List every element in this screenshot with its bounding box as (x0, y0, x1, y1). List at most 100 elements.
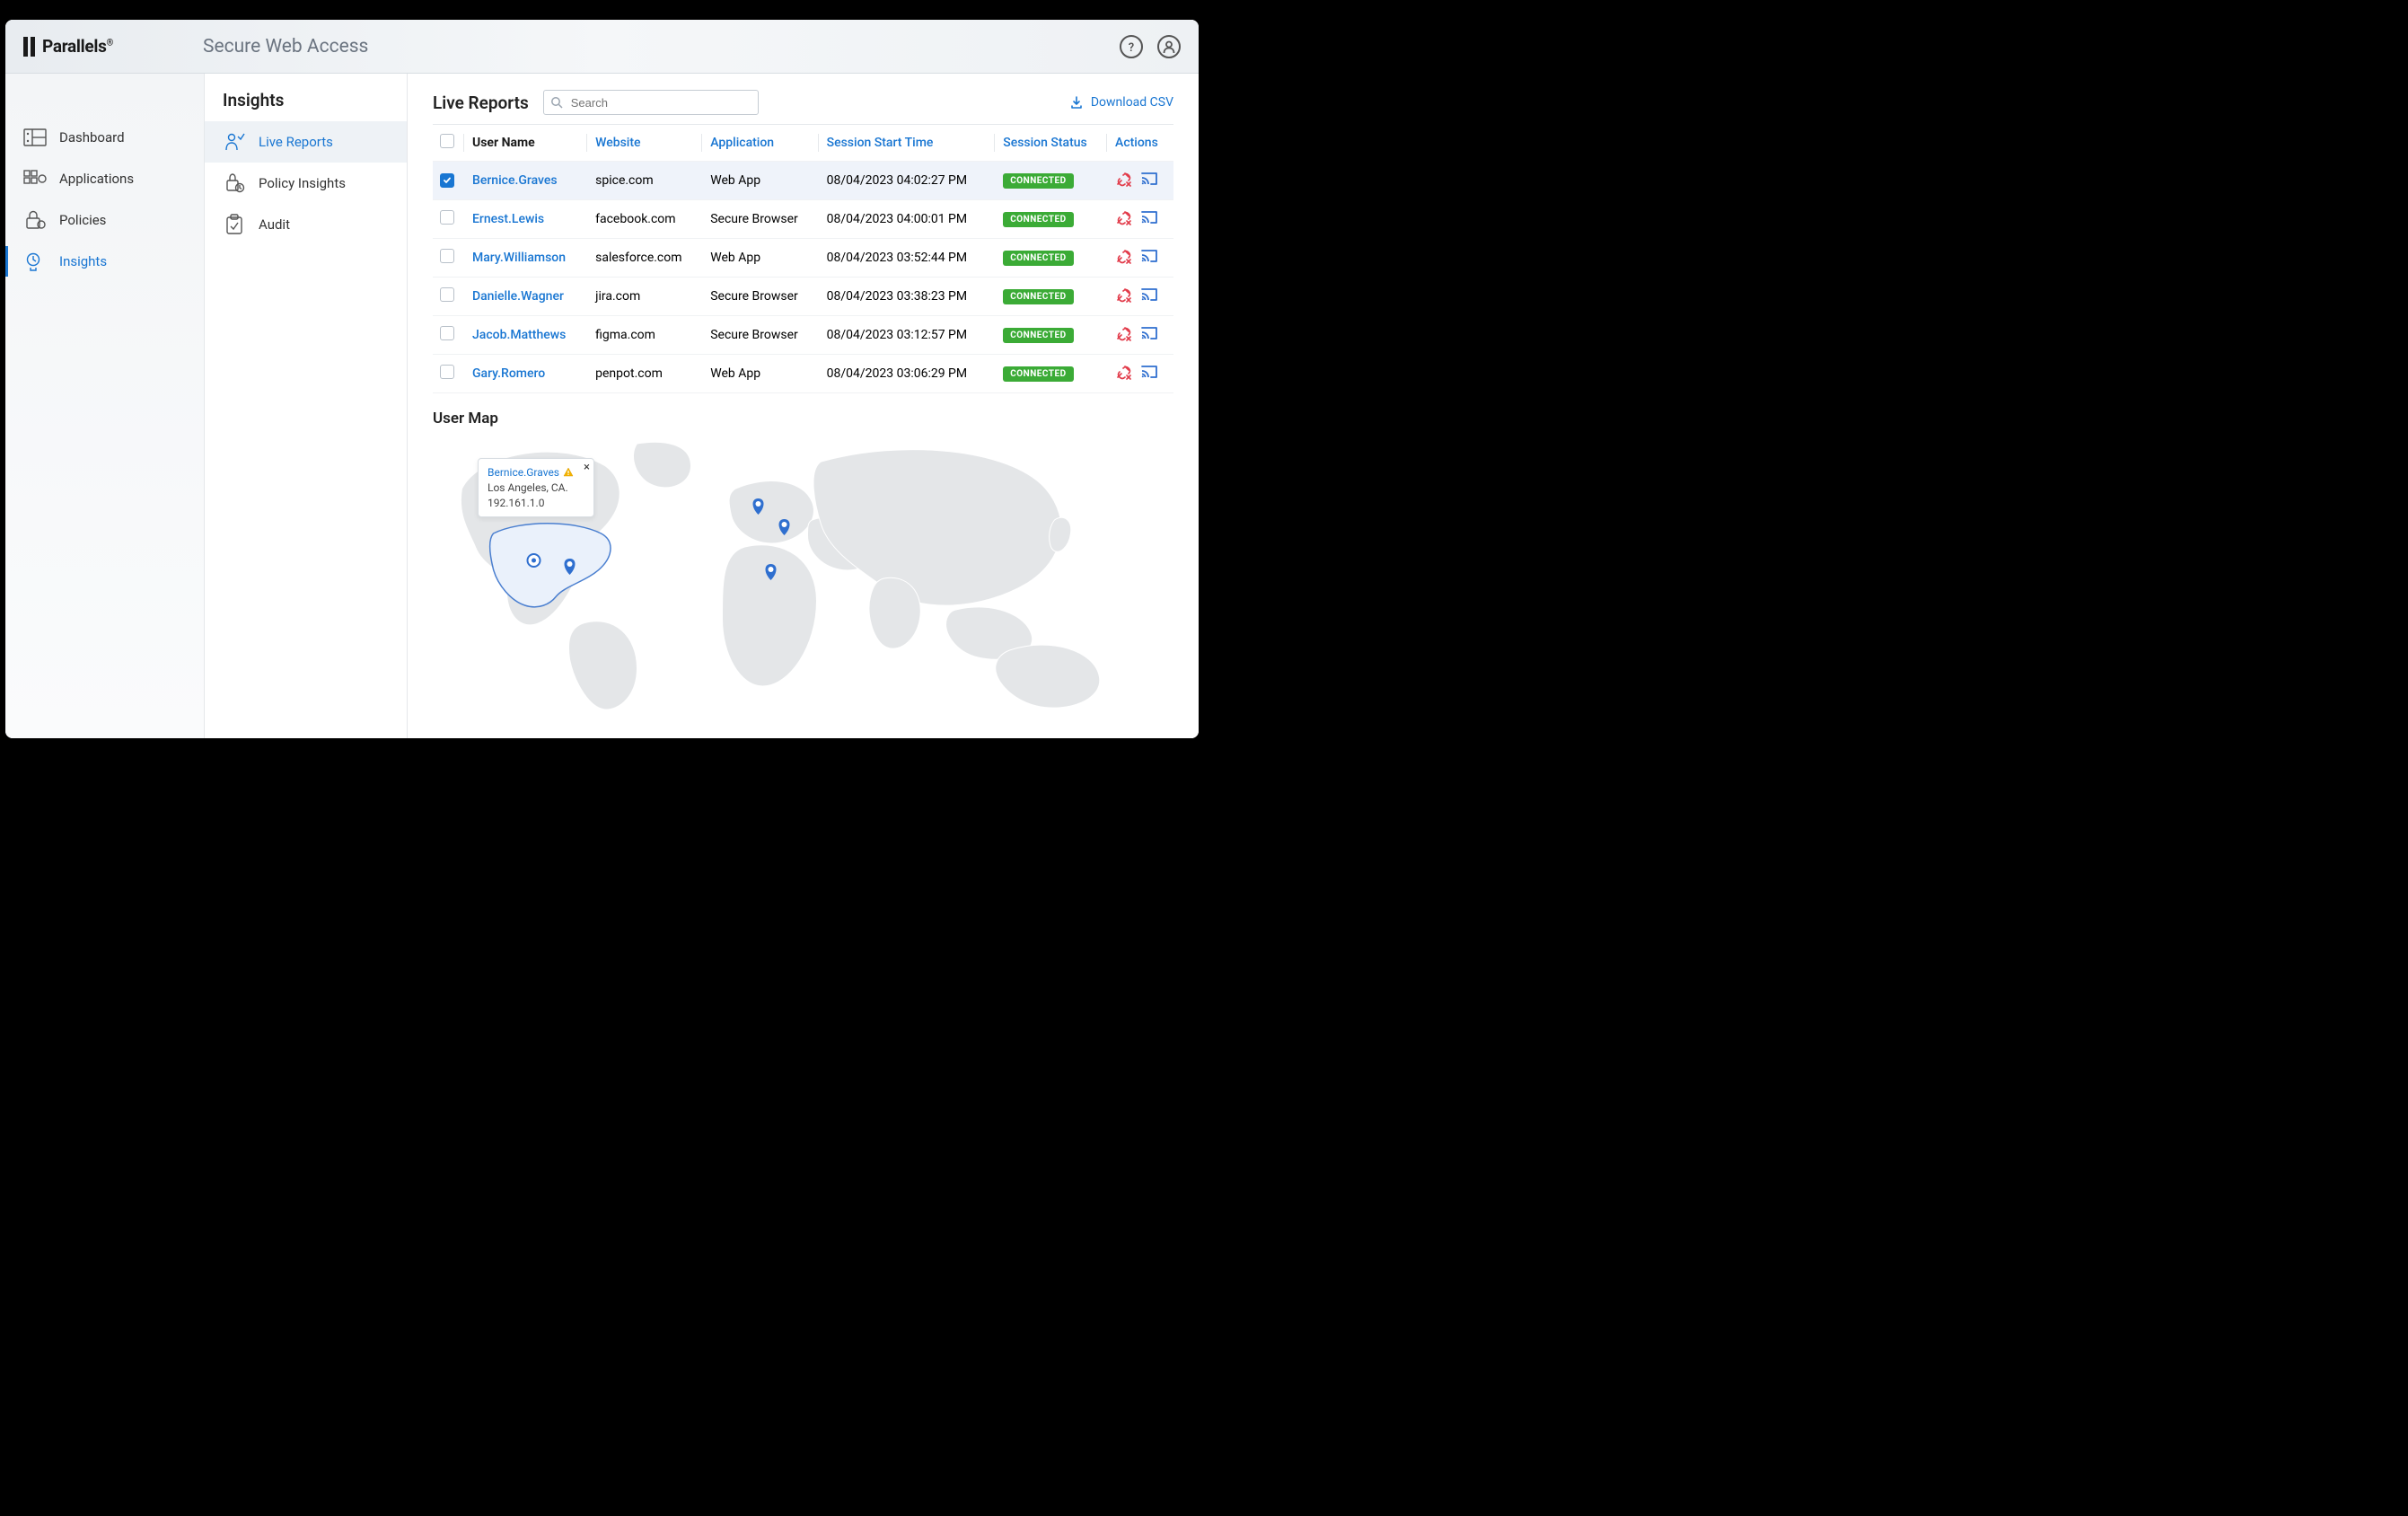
status-badge: CONNECTED (1003, 212, 1073, 227)
row-checkbox[interactable] (440, 287, 454, 302)
status-badge: CONNECTED (1003, 289, 1073, 304)
tooltip-user: Bernice.Graves (488, 466, 574, 479)
map-tooltip: × Bernice.Graves Los Angeles, CA. 192.16… (478, 458, 594, 517)
search-icon (550, 95, 563, 112)
row-checkbox[interactable] (440, 249, 454, 263)
disconnect-icon[interactable] (1115, 248, 1131, 268)
main-content: Live Reports Download CSV (408, 74, 1199, 738)
product-title: Secure Web Access (203, 36, 368, 57)
policies-icon (23, 210, 47, 230)
disconnect-icon[interactable] (1115, 209, 1131, 229)
cell-session-start: 08/04/2023 03:12:57 PM (820, 316, 997, 355)
column-session-status[interactable]: Session Status (996, 125, 1108, 162)
table-row[interactable]: Ernest.Lewisfacebook.comSecure Browser08… (433, 200, 1173, 239)
dashboard-icon (23, 128, 47, 147)
help-icon[interactable]: ? (1120, 35, 1143, 58)
table-row[interactable]: Jacob.Matthewsfigma.comSecure Browser08/… (433, 316, 1173, 355)
table-header-row: User Name Website Application Session St… (433, 125, 1173, 162)
insights-icon (23, 251, 47, 271)
disconnect-icon[interactable] (1115, 286, 1131, 306)
cast-icon[interactable] (1140, 249, 1158, 267)
user-map: × Bernice.Graves Los Angeles, CA. 192.16… (433, 435, 1173, 713)
map-landmass (869, 577, 920, 648)
subnav-item-label: Policy Insights (259, 175, 346, 191)
body: Dashboard Applications Policies Insights In… (5, 74, 1199, 738)
map-landmass (1050, 517, 1071, 551)
map-landmass (996, 645, 1100, 708)
status-badge: CONNECTED (1003, 328, 1073, 343)
map-landmass (813, 450, 1061, 606)
applications-icon (23, 169, 47, 189)
disconnect-icon[interactable] (1115, 171, 1131, 190)
nav-item-policies[interactable]: Policies (5, 199, 204, 241)
user-profile-icon[interactable] (1157, 35, 1181, 58)
download-csv-label: Download CSV (1091, 95, 1173, 110)
disconnect-icon[interactable] (1115, 325, 1131, 345)
main-sidebar: Dashboard Applications Policies Insights (5, 74, 205, 738)
header-actions: ? (1120, 35, 1181, 58)
cell-session-status: CONNECTED (996, 316, 1108, 355)
subnav-item-policy-insights[interactable]: Policy Insights (205, 163, 407, 204)
nav-item-dashboard[interactable]: Dashboard (5, 117, 204, 158)
tooltip-ip: 192.161.1.0 (488, 497, 584, 509)
cell-username[interactable]: Danielle.Wagner (465, 278, 588, 316)
download-icon (1069, 95, 1084, 110)
column-application[interactable]: Application (703, 125, 819, 162)
cell-website: penpot.com (588, 355, 703, 393)
cast-icon[interactable] (1140, 287, 1158, 305)
cell-session-status: CONNECTED (996, 239, 1108, 278)
column-session-start[interactable]: Session Start Time (820, 125, 997, 162)
status-badge: CONNECTED (1003, 366, 1073, 382)
cell-session-start: 08/04/2023 03:38:23 PM (820, 278, 997, 316)
table-row[interactable]: Bernice.Gravesspice.comWeb App08/04/2023… (433, 162, 1173, 200)
nav-item-applications[interactable]: Applications (5, 158, 204, 199)
column-username[interactable]: User Name (465, 125, 588, 162)
map-landmass (490, 524, 611, 607)
svg-text:?: ? (1129, 41, 1134, 53)
subnav-item-label: Audit (259, 216, 290, 233)
table-row[interactable]: Mary.Williamsonsalesforce.comWeb App08/0… (433, 239, 1173, 278)
cast-icon[interactable] (1140, 365, 1158, 383)
cast-icon[interactable] (1140, 172, 1158, 190)
table-row[interactable]: Danielle.Wagnerjira.comSecure Browser08/… (433, 278, 1173, 316)
row-checkbox[interactable] (440, 173, 454, 188)
reports-table: User Name Website Application Session St… (433, 124, 1173, 393)
tooltip-close-icon[interactable]: × (584, 461, 590, 474)
nav-item-label: Policies (59, 212, 106, 228)
subnav-item-label: Live Reports (259, 134, 333, 150)
sub-sidebar: Insights Live Reports Policy Insights Audi… (205, 74, 408, 738)
row-checkbox[interactable] (440, 326, 454, 340)
cast-icon[interactable] (1140, 326, 1158, 344)
cell-username[interactable]: Mary.Williamson (465, 239, 588, 278)
cell-website: spice.com (588, 162, 703, 200)
logo: Parallels® (23, 36, 203, 57)
cell-username[interactable]: Ernest.Lewis (465, 200, 588, 239)
warning-icon (563, 467, 574, 478)
nav-item-label: Applications (59, 171, 134, 187)
search-input[interactable] (543, 90, 759, 115)
audit-icon (223, 215, 246, 234)
table-row[interactable]: Gary.Romeropenpot.comWeb App08/04/2023 0… (433, 355, 1173, 393)
cell-session-start: 08/04/2023 03:52:44 PM (820, 239, 997, 278)
cell-website: salesforce.com (588, 239, 703, 278)
cast-icon[interactable] (1140, 210, 1158, 228)
download-csv-button[interactable]: Download CSV (1069, 95, 1173, 110)
select-all-checkbox[interactable] (440, 134, 454, 148)
app-window: Parallels® Secure Web Access ? Dashboard… (5, 20, 1199, 738)
disconnect-icon[interactable] (1115, 364, 1131, 383)
policy-insights-icon (223, 173, 246, 193)
cell-username[interactable]: Gary.Romero (465, 355, 588, 393)
cell-username[interactable]: Jacob.Matthews (465, 316, 588, 355)
map-landmass (568, 621, 637, 710)
map-pin[interactable] (528, 554, 540, 567)
user-map-title: User Map (433, 410, 1173, 427)
cell-session-start: 08/04/2023 04:02:27 PM (820, 162, 997, 200)
subnav-item-live-reports[interactable]: Live Reports (205, 121, 407, 163)
row-checkbox[interactable] (440, 365, 454, 379)
row-checkbox[interactable] (440, 210, 454, 225)
subnav-item-audit[interactable]: Audit (205, 204, 407, 245)
cell-username[interactable]: Bernice.Graves (465, 162, 588, 200)
column-website[interactable]: Website (588, 125, 703, 162)
nav-item-insights[interactable]: Insights (5, 241, 204, 282)
sub-sidebar-title: Insights (205, 74, 407, 121)
